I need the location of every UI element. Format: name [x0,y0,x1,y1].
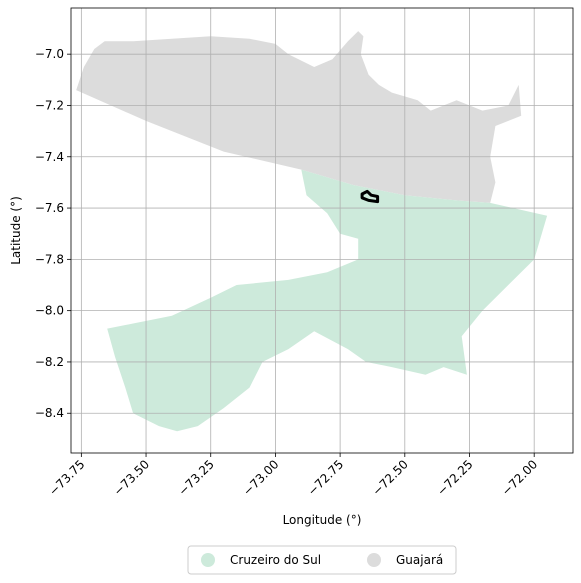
legend-marker-cruzeiro-do-sul [201,553,215,567]
y-tick-label: −8.0 [35,304,64,318]
y-tick-label: −7.0 [35,47,64,61]
y-tick-label: −8.4 [35,406,64,420]
legend-frame [187,545,457,575]
grid-layer [71,8,573,453]
region-cruzeiro-do-sul [107,169,548,432]
y-tick-label: −8.2 [35,355,64,369]
y-tick-label: −7.6 [35,201,64,215]
x-axis-label: Longitude (°) [283,513,362,527]
axes-frame [70,7,574,454]
legend-label-guajara: Guajará [396,553,443,567]
y-tick-label: −7.2 [35,98,64,112]
legend-marker-guajara [367,553,381,567]
highlight-layer [360,189,380,204]
legend: Cruzeiro do Sul Guajará [187,545,457,575]
regions-layer [76,31,548,432]
y-axis-label: Latitude (°) [9,196,23,265]
highlight-outline [360,189,380,204]
y-tick-label: −7.4 [35,150,64,164]
region-guajara [76,31,522,203]
legend-label-cruzeiro-do-sul: Cruzeiro do Sul [230,553,321,567]
y-tick-label: −7.8 [35,252,64,266]
